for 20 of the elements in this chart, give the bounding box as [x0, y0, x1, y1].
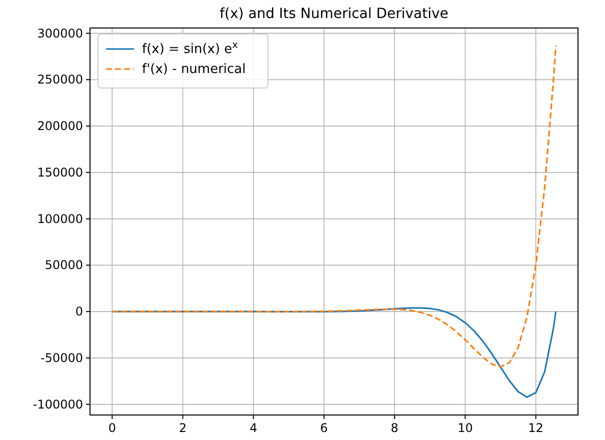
y-tick-label: 250000	[37, 72, 83, 87]
legend-label: f'(x) - numerical	[142, 62, 246, 77]
x-tick-label: 0	[108, 421, 116, 435]
chart-title: f(x) and Its Numerical Derivative	[220, 6, 448, 22]
x-tick-label: 8	[390, 421, 398, 435]
y-tick-label: 300000	[37, 26, 83, 40]
x-tick-label: 12	[528, 421, 544, 435]
y-tick-label: 50000	[44, 258, 83, 272]
y-tick-label: -100000	[32, 397, 83, 412]
y-tick-label: 200000	[37, 119, 83, 134]
y-tick-label: 0	[75, 304, 83, 319]
x-tick-label: 10	[458, 421, 473, 435]
y-tick-label: -50000	[40, 350, 83, 365]
x-tick-label: 6	[320, 421, 328, 435]
y-tick-label: 100000	[37, 212, 83, 226]
line-series	[111, 44, 557, 368]
y-tick-label: 150000	[37, 165, 83, 180]
legend-label: f(x) = sin(x) e$^{x}$	[142, 40, 238, 57]
x-tick-label: 2	[178, 421, 187, 435]
x-tick-label: 4	[250, 421, 258, 435]
